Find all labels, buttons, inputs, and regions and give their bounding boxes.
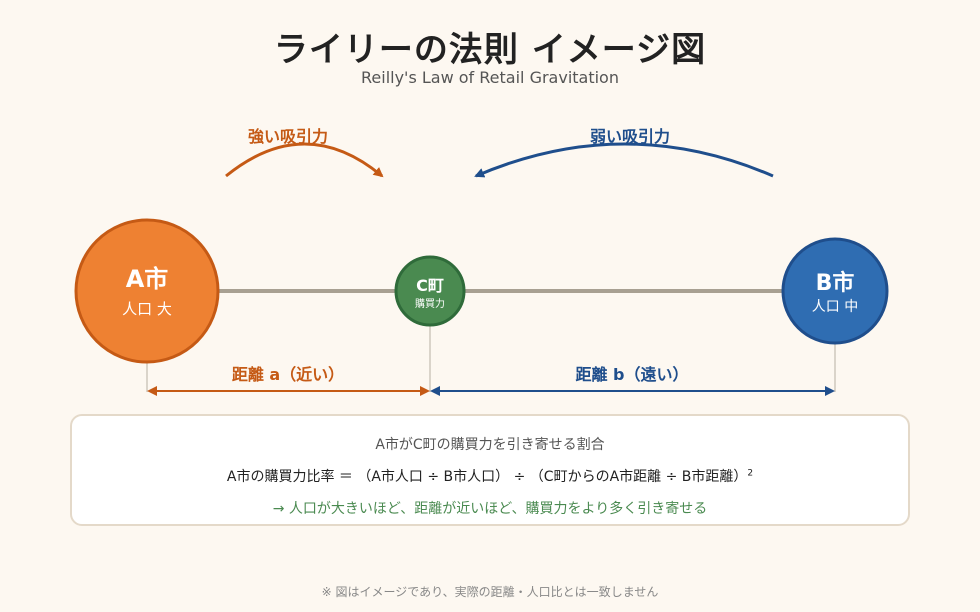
weak-attraction-label: 弱い吸引力 bbox=[590, 127, 670, 146]
city-b-name: B市 bbox=[816, 270, 855, 296]
town-c-name: C町 bbox=[416, 276, 444, 295]
city-b-circle bbox=[781, 237, 889, 345]
formula-expression-line: A市の購買力比率 ＝ （A市人口 ÷ B市人口） ÷ （C町からのA市距離 ÷ … bbox=[72, 466, 908, 486]
town-c-detail: 購買力 bbox=[415, 297, 445, 310]
page-subtitle: Reilly's Law of Retail Gravitation bbox=[361, 68, 619, 87]
formula-note: → 人口が大きいほど、距離が近いほど、購買力をより多く引き寄せる bbox=[272, 501, 708, 517]
city-a-name: A市 bbox=[126, 265, 169, 293]
strong-attraction-arc bbox=[225, 142, 384, 178]
formula-exponent: 2 bbox=[747, 468, 754, 479]
city-a-circle bbox=[74, 218, 220, 364]
formula-expression: A市の購買力比率 ＝ （A市人口 ÷ B市人口） ÷ （C町からのA市距離 ÷ … bbox=[226, 469, 748, 485]
city-b-detail: 人口 中 bbox=[812, 299, 858, 315]
formula-heading: A市がC町の購買力を引き寄せる割合 bbox=[375, 437, 605, 453]
footnote: ※ 図はイメージであり、実際の距離・人口比とは一致しません bbox=[321, 585, 659, 599]
city-a-detail: 人口 大 bbox=[122, 300, 172, 318]
page-title: ライリーの法則 イメージ図 bbox=[273, 30, 707, 70]
distance-a-label: 距離 a（近い） bbox=[232, 365, 344, 384]
distance-b-label: 距離 b（遠い） bbox=[575, 365, 688, 384]
strong-attraction-label: 強い吸引力 bbox=[248, 127, 328, 146]
weak-attraction-arc bbox=[474, 142, 774, 178]
formula-box: A市がC町の購買力を引き寄せる割合 A市の購買力比率 ＝ （A市人口 ÷ B市人… bbox=[70, 414, 910, 526]
town-c-circle bbox=[394, 255, 466, 327]
